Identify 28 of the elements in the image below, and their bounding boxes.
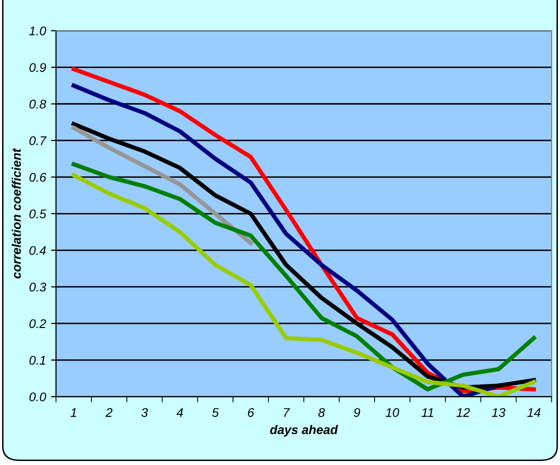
x-tick-label: 2: [106, 408, 112, 417]
y-tick-label: 1.0: [29, 26, 46, 36]
x-tick-label: 1: [70, 408, 76, 417]
x-tick-label: 10: [386, 408, 400, 417]
x-tick-label: 14: [527, 408, 540, 417]
x-tick-label: 3: [141, 408, 148, 417]
x-tick-label: 6: [248, 408, 254, 417]
y-axis-title: correlation coefficient: [12, 148, 21, 278]
y-tick-label: 0.2: [29, 319, 46, 328]
x-tick-label: 11: [422, 408, 434, 417]
x-tick-label: 12: [456, 408, 470, 417]
y-tick-label: 0.6: [29, 172, 46, 182]
x-tick-label: 4: [176, 408, 183, 417]
x-tick-label: 13: [492, 408, 506, 417]
x-axis-title: days ahead: [270, 424, 338, 437]
x-tick-label: 8: [318, 408, 325, 417]
y-tick-label: 0.1: [29, 356, 46, 365]
y-tick-label: 0.0: [29, 392, 46, 402]
y-tick-label: 0.3: [29, 282, 46, 292]
y-tick-label: 0.5: [29, 209, 46, 218]
x-tick-label: 5: [212, 408, 219, 417]
y-tick-label: 0.8: [29, 100, 46, 109]
line-series: [72, 126, 253, 246]
x-tick-label: 7: [284, 408, 290, 417]
y-tick-label: 0.7: [29, 136, 47, 146]
y-tick-label: 0.9: [29, 63, 46, 72]
x-tick-label: 9: [354, 408, 360, 417]
y-tick-label: 0.4: [29, 246, 46, 255]
